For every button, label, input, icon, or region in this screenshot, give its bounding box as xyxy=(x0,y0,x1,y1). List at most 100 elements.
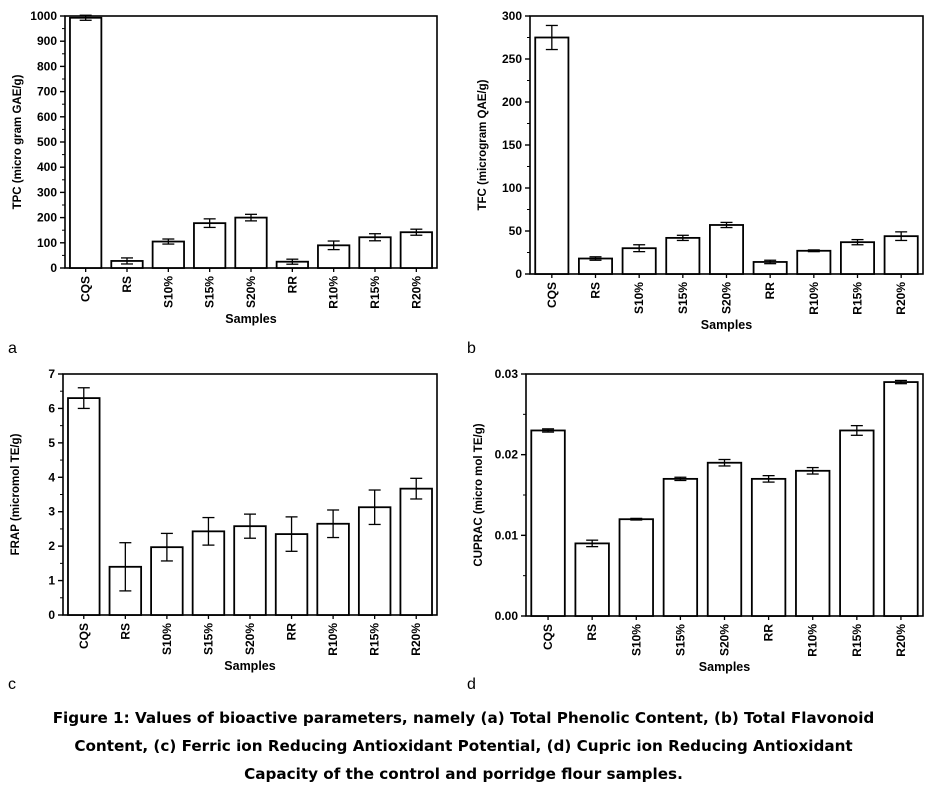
y-tick-label: 400 xyxy=(37,160,57,174)
x-tick-label: RR xyxy=(285,623,299,641)
bar-R20% xyxy=(399,231,433,269)
y-tick-label: 0.02 xyxy=(495,448,519,462)
y-tick-label: 150 xyxy=(502,138,522,152)
x-tick-label: R20% xyxy=(409,276,423,309)
bar-R10% xyxy=(796,249,832,275)
x-axis-title: Samples xyxy=(699,660,750,674)
bar-R15% xyxy=(839,429,875,617)
figure-caption: Figure 1: Values of bioactive parameters… xyxy=(0,704,927,788)
bar-S20% xyxy=(706,461,743,617)
y-tick-label: 1000 xyxy=(30,9,57,23)
x-tick-label: R15% xyxy=(368,276,382,309)
y-tick-label: 300 xyxy=(37,185,57,199)
x-tick-label: RR xyxy=(763,282,777,300)
x-tick-label: S15% xyxy=(676,282,690,314)
x-tick-label: R20% xyxy=(894,624,908,657)
y-tick-label: 0 xyxy=(50,261,57,275)
y-tick-label: 0.03 xyxy=(495,367,519,381)
y-tick-label: 200 xyxy=(502,95,522,109)
x-tick-label: RS xyxy=(120,276,134,293)
y-tick-label: 0.01 xyxy=(495,528,519,542)
x-tick-label: R15% xyxy=(851,282,865,315)
y-axis-title: FRAP (micromol TE/g) xyxy=(10,433,22,555)
bar-S15% xyxy=(665,236,701,275)
chart-panel-d: 0.00 0.01 0.02 0.03 CQS RS S10% S15% S20% RR R10% R… xyxy=(473,367,924,674)
x-tick-label: S20% xyxy=(720,282,734,314)
x-tick-label: S20% xyxy=(244,276,258,308)
x-tick-label: RR xyxy=(285,276,299,294)
x-tick-label: S10% xyxy=(629,624,643,656)
bar-R10% xyxy=(795,469,831,617)
panel-letter-a: a xyxy=(8,340,17,357)
y-tick-label: 1 xyxy=(48,574,55,588)
x-tick-label: RS xyxy=(585,624,599,641)
y-tick-label: 100 xyxy=(502,181,522,195)
y-tick-label: 600 xyxy=(37,110,57,124)
bar-R20% xyxy=(883,235,919,275)
x-tick-label: S10% xyxy=(160,623,174,655)
bar-S10% xyxy=(151,240,185,269)
y-axis-title: CUPRAC (micro mol TE/g) xyxy=(473,423,485,566)
x-tick-label: S20% xyxy=(243,623,257,655)
y-tick-label: 800 xyxy=(37,59,57,73)
bar-CQS xyxy=(534,36,570,275)
x-tick-label: R15% xyxy=(850,624,864,657)
y-tick-label: 6 xyxy=(48,401,55,415)
bar-R20% xyxy=(399,487,433,616)
x-tick-label: S15% xyxy=(203,276,217,308)
bar-S15% xyxy=(193,222,227,269)
x-tick-label: R10% xyxy=(326,623,340,656)
panel-letter-c: c xyxy=(8,676,16,693)
caption-line: Content, (c) Ferric ion Reducing Antioxi… xyxy=(74,737,853,755)
y-tick-label: 900 xyxy=(37,34,57,48)
bar-CQS xyxy=(69,16,103,269)
x-tick-label: CQS xyxy=(541,624,555,650)
y-tick-label: 50 xyxy=(509,224,523,238)
y-tick-label: 700 xyxy=(37,85,57,99)
x-tick-label: S15% xyxy=(673,624,687,656)
y-tick-label: 5 xyxy=(48,436,55,450)
x-tick-label: S10% xyxy=(161,276,175,308)
x-tick-label: S15% xyxy=(201,623,215,655)
y-tick-label: 300 xyxy=(502,9,522,23)
bar-S10% xyxy=(618,518,654,617)
bar-S15% xyxy=(662,477,699,617)
x-tick-label: R20% xyxy=(409,623,423,656)
y-axis-title: TFC (microgram QAE/g) xyxy=(477,79,489,210)
y-tick-label: 200 xyxy=(37,211,57,225)
y-tick-label: 4 xyxy=(48,470,55,484)
chart-panel-c: 0 1 2 3 4 5 6 7 CQS RS S10% S15% S20% RR R10% R15% R20% S… xyxy=(10,367,438,673)
x-tick-label: RS xyxy=(118,623,132,640)
x-tick-label: RR xyxy=(762,624,776,642)
bar-R20% xyxy=(883,381,919,617)
bar-S10% xyxy=(621,247,657,275)
y-tick-label: 0.00 xyxy=(495,609,519,623)
bar-S20% xyxy=(709,224,744,275)
chart-panel-b: 0 50 100 150 200 250 300 CQS RS S10% S15% S20% RR R10… xyxy=(477,9,924,332)
x-tick-label: S10% xyxy=(632,282,646,314)
bar-CQS xyxy=(67,397,101,616)
chart-panel-a: 0 100 200 300 400 500 600 700 800 900 1000 CQS RS S10… xyxy=(12,9,438,326)
x-tick-label: R15% xyxy=(368,623,382,656)
x-axis-title: Samples xyxy=(225,312,276,326)
y-tick-label: 0 xyxy=(515,267,522,281)
y-tick-label: 500 xyxy=(37,135,57,149)
y-tick-label: 100 xyxy=(37,236,57,250)
x-axis-title: Samples xyxy=(701,318,752,332)
bar-RS xyxy=(574,542,610,617)
caption-line: Capacity of the control and porridge flo… xyxy=(244,765,683,783)
bar-S15% xyxy=(191,530,226,616)
caption-line: Figure 1: Values of bioactive parameters… xyxy=(52,709,875,727)
x-axis-title: Samples xyxy=(224,659,275,673)
y-tick-label: 7 xyxy=(48,367,55,381)
panel-letter-d: d xyxy=(467,676,476,693)
x-tick-label: RS xyxy=(589,282,603,299)
x-tick-label: R10% xyxy=(327,276,341,309)
x-tick-label: R20% xyxy=(894,282,908,315)
x-tick-label: R10% xyxy=(806,624,820,657)
x-tick-label: R10% xyxy=(807,282,821,315)
bar-R15% xyxy=(840,241,875,275)
x-tick-label: CQS xyxy=(79,276,93,302)
y-tick-label: 2 xyxy=(48,539,55,553)
